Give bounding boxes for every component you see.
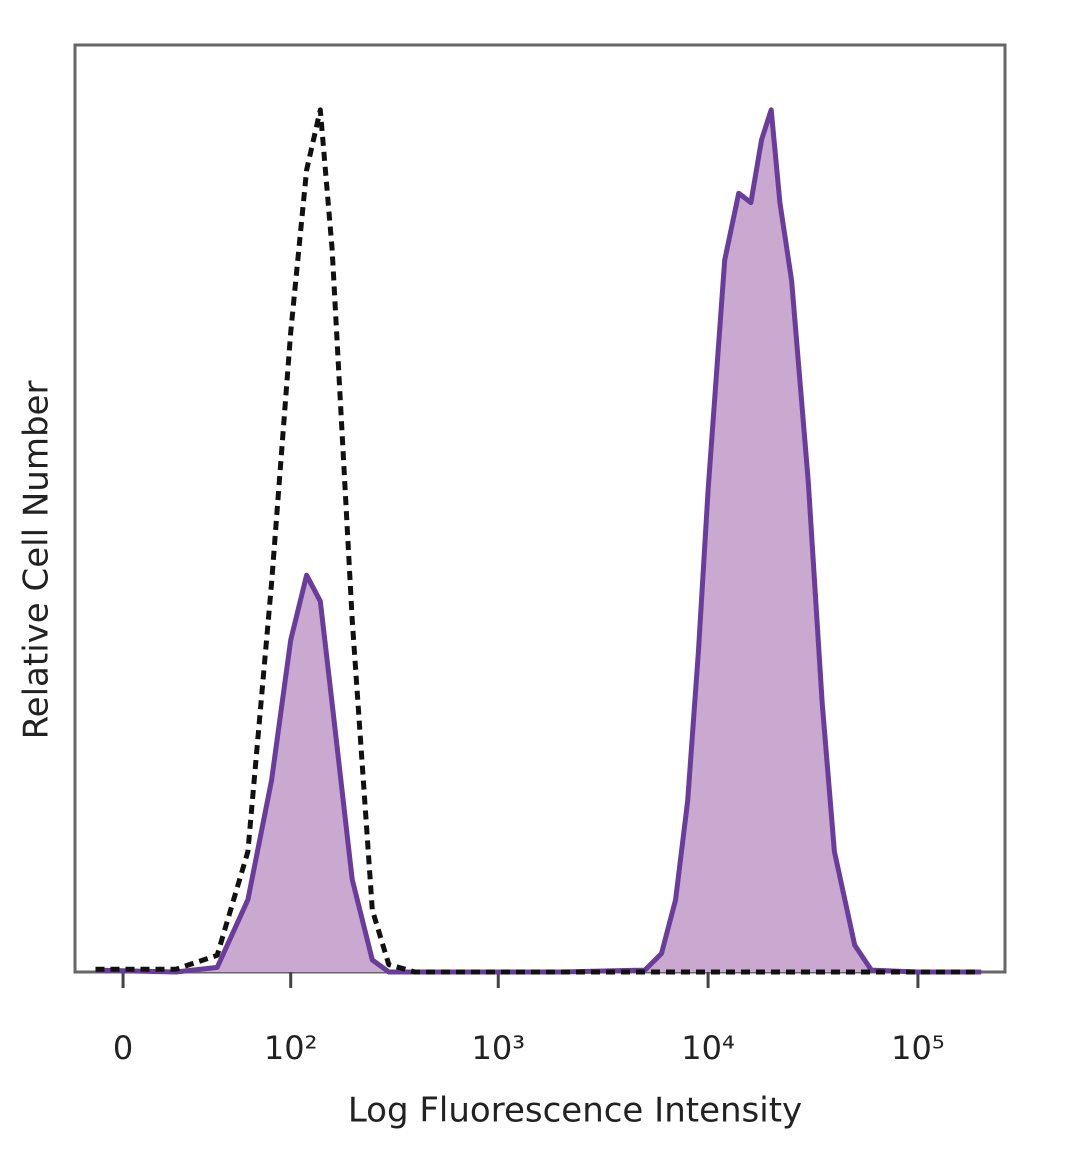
x-tick-label: 10²: [264, 1029, 318, 1067]
x-tick-label: 10³: [471, 1029, 525, 1067]
x-axis-label: Log Fluorescence Intensity: [348, 1091, 802, 1131]
x-tick-label: 10⁵: [891, 1029, 945, 1067]
y-axis-label: Relative Cell Number: [17, 381, 57, 740]
x-tick-label: 0: [113, 1029, 133, 1067]
plot-frame: [73, 43, 1007, 974]
series-area: [95, 109, 982, 972]
series-line: [95, 107, 982, 975]
x-tick-label: 10⁴: [681, 1029, 735, 1067]
series-line: [95, 107, 982, 975]
